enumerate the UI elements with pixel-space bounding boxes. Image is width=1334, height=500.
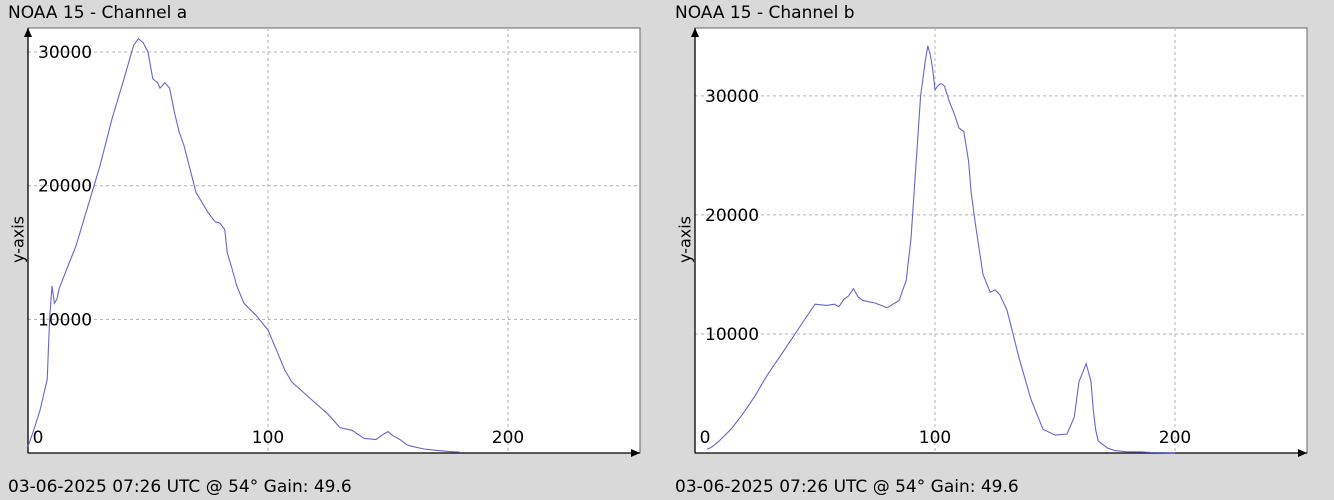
chart-plot-area: 0 100 200 10000 20000 30000 bbox=[691, 27, 1308, 457]
y-axis-arrow bbox=[24, 28, 32, 37]
y-tick-label: 20000 bbox=[38, 177, 92, 197]
x-tick-label: 100 bbox=[919, 428, 951, 448]
series-line bbox=[27, 37, 461, 453]
chart-footer-status: 03-06-2025 07:26 UTC @ 54° Gain: 49.6 bbox=[675, 477, 1019, 497]
y-tick-label: 30000 bbox=[38, 43, 92, 63]
chart-footer-status: 03-06-2025 07:26 UTC @ 54° Gain: 49.6 bbox=[8, 477, 352, 497]
plot-background bbox=[27, 27, 641, 454]
x-tick-label: 0 bbox=[33, 428, 44, 448]
y-tick-label: 20000 bbox=[705, 206, 759, 226]
plot-background bbox=[694, 27, 1308, 454]
y-tick-label: 10000 bbox=[38, 310, 92, 330]
y-tick-label: 10000 bbox=[705, 325, 759, 345]
chart-panel-b: NOAA 15 - Channel b y-axis 0 100 200 10000 2… bbox=[667, 0, 1334, 500]
x-tick-label: 0 bbox=[700, 428, 711, 448]
x-tick-label: 200 bbox=[1159, 428, 1191, 448]
chart-title: NOAA 15 - Channel b bbox=[675, 3, 855, 23]
chart-title: NOAA 15 - Channel a bbox=[8, 3, 188, 23]
x-axis-arrow bbox=[631, 449, 640, 457]
chart-plot-area: 0 100 200 10000 20000 30000 bbox=[24, 27, 641, 457]
x-axis-arrow bbox=[1298, 449, 1307, 457]
chart-panel-a: NOAA 15 - Channel a y-axis 0 100 200 10000 2… bbox=[8, 3, 641, 497]
y-tick-label: 30000 bbox=[705, 87, 759, 107]
x-tick-label: 100 bbox=[252, 428, 284, 448]
y-axis-arrow bbox=[691, 28, 699, 37]
series-line bbox=[706, 45, 1176, 454]
x-tick-label: 200 bbox=[492, 428, 524, 448]
